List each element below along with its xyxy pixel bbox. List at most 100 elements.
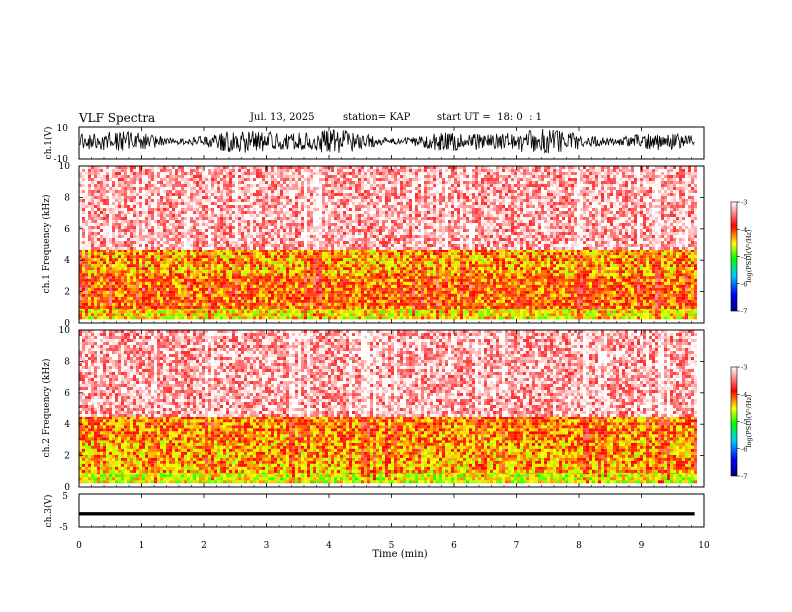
spectrogram-cell bbox=[250, 172, 253, 175]
spectrogram-cell bbox=[280, 302, 283, 306]
spectrogram-cell bbox=[217, 166, 220, 169]
spectrogram-cell bbox=[322, 310, 325, 314]
spectrogram-cell bbox=[283, 190, 286, 193]
spectrogram-cell bbox=[259, 281, 262, 285]
spectrogram-cell bbox=[316, 235, 319, 238]
spectrogram-cell bbox=[160, 281, 163, 285]
spectrogram-cell bbox=[220, 264, 223, 268]
spectrogram-cell bbox=[172, 187, 175, 190]
spectrogram-cell bbox=[334, 193, 337, 196]
spectrogram-cell bbox=[289, 316, 292, 320]
spectrogram-cell bbox=[349, 175, 352, 178]
spectrogram-cell bbox=[292, 278, 295, 282]
spectrogram-cell bbox=[160, 241, 163, 244]
spectrogram-cell bbox=[232, 270, 235, 274]
spectrogram-cell bbox=[283, 275, 286, 279]
spectrogram-cell bbox=[109, 296, 112, 300]
spectrogram-cell bbox=[193, 205, 196, 208]
spectrogram-cell bbox=[181, 202, 184, 205]
spectrogram-cell bbox=[316, 181, 319, 184]
spectrogram-cell bbox=[229, 258, 232, 262]
spectrogram-cell bbox=[115, 178, 118, 181]
spectrogram-cell bbox=[343, 293, 346, 297]
spectrogram-cell bbox=[157, 275, 160, 279]
spectrogram-cell bbox=[229, 252, 232, 256]
spectrogram-cell bbox=[253, 241, 256, 244]
spectrogram-cell bbox=[109, 184, 112, 187]
spectrogram-cell bbox=[244, 305, 247, 309]
spectrogram-cell bbox=[109, 217, 112, 220]
spectrogram-cell bbox=[154, 175, 157, 178]
spectrogram-cell bbox=[334, 264, 337, 268]
spectrogram-cell bbox=[337, 235, 340, 238]
spectrogram-cell bbox=[319, 172, 322, 175]
spectrogram-cell bbox=[208, 235, 211, 238]
spectrogram-cell bbox=[322, 232, 325, 235]
spectrogram-cell bbox=[199, 202, 202, 205]
spectrogram-cell bbox=[85, 258, 88, 262]
spectrogram-cell bbox=[289, 232, 292, 235]
spectrogram-cell bbox=[103, 184, 106, 187]
spectrogram-cell bbox=[358, 166, 361, 169]
spectrogram-cell bbox=[82, 208, 85, 211]
spectrogram-cell bbox=[265, 232, 268, 235]
spectrogram-cell bbox=[169, 187, 172, 190]
spectrogram-cell bbox=[160, 220, 163, 223]
spectrogram-cell bbox=[256, 217, 259, 220]
spectrogram-cell bbox=[169, 244, 172, 247]
spectrogram-cell bbox=[235, 316, 238, 320]
spectrogram-cell bbox=[130, 284, 133, 288]
spectrogram-cell bbox=[205, 166, 208, 169]
spectrogram-cell bbox=[187, 172, 190, 175]
spectrogram-cell bbox=[205, 296, 208, 300]
spectrogram-cell bbox=[97, 316, 100, 320]
spectrogram-cell bbox=[97, 296, 100, 300]
spectrogram-cell bbox=[298, 305, 301, 309]
spectrogram-cell bbox=[301, 172, 304, 175]
spectrogram-cell bbox=[316, 184, 319, 187]
spectrogram-cell bbox=[157, 310, 160, 314]
spectrogram-cell bbox=[352, 187, 355, 190]
spectrogram-cell bbox=[121, 313, 124, 317]
spectrogram-cell bbox=[361, 193, 364, 196]
spectrogram-cell bbox=[337, 238, 340, 241]
spectrogram-cell bbox=[136, 270, 139, 274]
spectrogram-cell bbox=[343, 299, 346, 303]
spectrogram-cell bbox=[334, 316, 337, 320]
spectrogram-cell bbox=[88, 267, 91, 271]
spectrogram-cell bbox=[361, 290, 364, 294]
spectrogram-cell bbox=[319, 217, 322, 220]
spectrogram-cell bbox=[202, 264, 205, 268]
spectrogram-cell bbox=[295, 178, 298, 181]
spectrogram-cell bbox=[274, 310, 277, 314]
spectrogram-cell bbox=[358, 205, 361, 208]
spectrogram-cell bbox=[196, 299, 199, 303]
spectrogram-cell bbox=[292, 199, 295, 202]
spectrogram-cell bbox=[277, 287, 280, 291]
spectrogram-cell bbox=[103, 175, 106, 178]
spectrogram-cell bbox=[190, 273, 193, 277]
spectrogram-cell bbox=[85, 302, 88, 306]
spectrogram-cell bbox=[220, 175, 223, 178]
spectrogram-cell bbox=[283, 273, 286, 277]
spectrogram-cell bbox=[103, 264, 106, 268]
spectrogram-cell bbox=[265, 196, 268, 199]
spectrogram-cell bbox=[112, 316, 115, 320]
spectrogram-cell bbox=[334, 290, 337, 294]
spectrogram-cell bbox=[94, 290, 97, 294]
spectrogram-cell bbox=[355, 217, 358, 220]
spectrogram-cell bbox=[328, 181, 331, 184]
spectrogram-cell bbox=[319, 299, 322, 303]
spectrogram-cell bbox=[178, 217, 181, 220]
spectrogram-cell bbox=[136, 235, 139, 238]
spectrogram-cell bbox=[112, 223, 115, 226]
spectrogram-cell bbox=[133, 190, 136, 193]
spectrogram-cell bbox=[163, 290, 166, 294]
spectrogram-cell bbox=[349, 249, 352, 253]
spectrogram-cell bbox=[145, 205, 148, 208]
spectrogram-cell bbox=[274, 175, 277, 178]
spectrogram-cell bbox=[271, 270, 274, 274]
spectrogram-cell bbox=[274, 293, 277, 297]
spectrogram-cell bbox=[172, 220, 175, 223]
spectrogram-cell bbox=[91, 249, 94, 253]
